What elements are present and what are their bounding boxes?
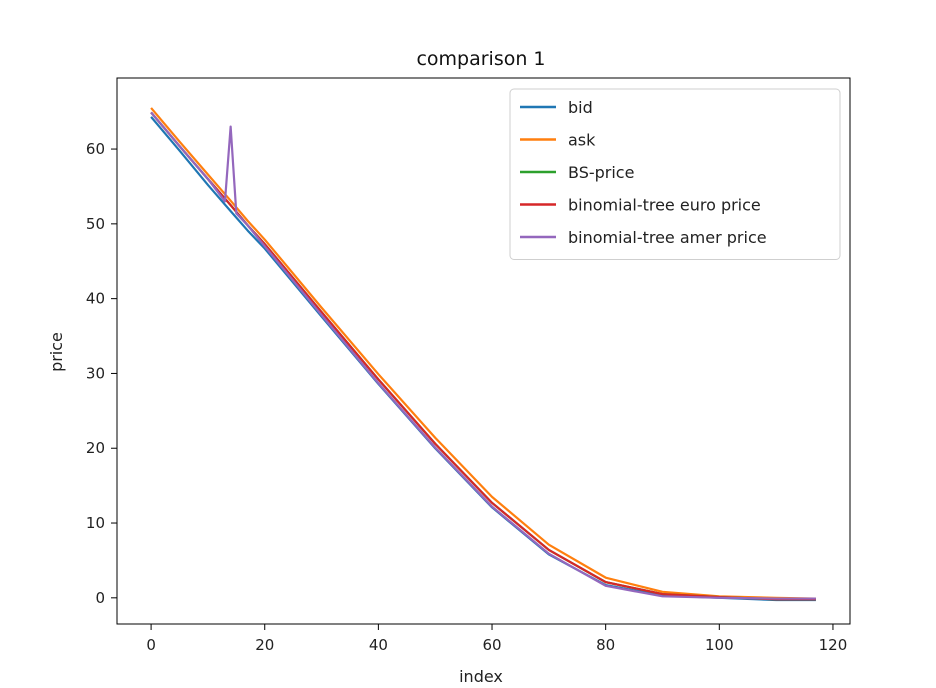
legend: bid ask BS-price binomial-tree euro price bi… <box>509 88 841 260</box>
legend-label: ask <box>568 131 596 150</box>
series-line-ask <box>150 107 816 600</box>
x-tick-label: 0 <box>146 636 156 654</box>
y-tick-label: 10 <box>86 514 105 532</box>
y-axis-label: price <box>47 332 66 372</box>
axis-labels: index price <box>47 332 503 686</box>
y-tick-label: 40 <box>86 290 105 308</box>
x-tick-label: 80 <box>596 636 615 654</box>
x-tick-label: 40 <box>369 636 388 654</box>
legend-label: BS-price <box>568 163 634 182</box>
y-tick-label: 50 <box>86 215 105 233</box>
series-layer <box>150 107 816 602</box>
series-line-binomial-tree-euro-price <box>150 111 816 601</box>
x-tick-label: 20 <box>255 636 274 654</box>
plot-area-frame <box>116 77 851 625</box>
y-tick-label: 30 <box>86 364 105 382</box>
legend-box <box>509 88 841 260</box>
y-tick-label: 0 <box>95 589 105 607</box>
axis-layer: 0 20 40 60 80 100 120 0 10 20 30 40 50 60 <box>86 140 847 654</box>
x-tick-label: 120 <box>819 636 848 654</box>
legend-label: bid <box>568 98 593 117</box>
y-tick-label: 20 <box>86 439 105 457</box>
x-tick-label: 100 <box>705 636 734 654</box>
y-tick-label: 60 <box>86 140 105 158</box>
title-layer: comparison 1 <box>416 48 545 70</box>
chart-title: comparison 1 <box>416 48 545 70</box>
legend-label: binomial-tree amer price <box>568 228 767 247</box>
x-axis-label: index <box>459 667 503 686</box>
x-tick-label: 60 <box>482 636 501 654</box>
series-line-binomial-tree-amer-price <box>150 111 816 600</box>
legend-label: binomial-tree euro price <box>568 196 761 215</box>
